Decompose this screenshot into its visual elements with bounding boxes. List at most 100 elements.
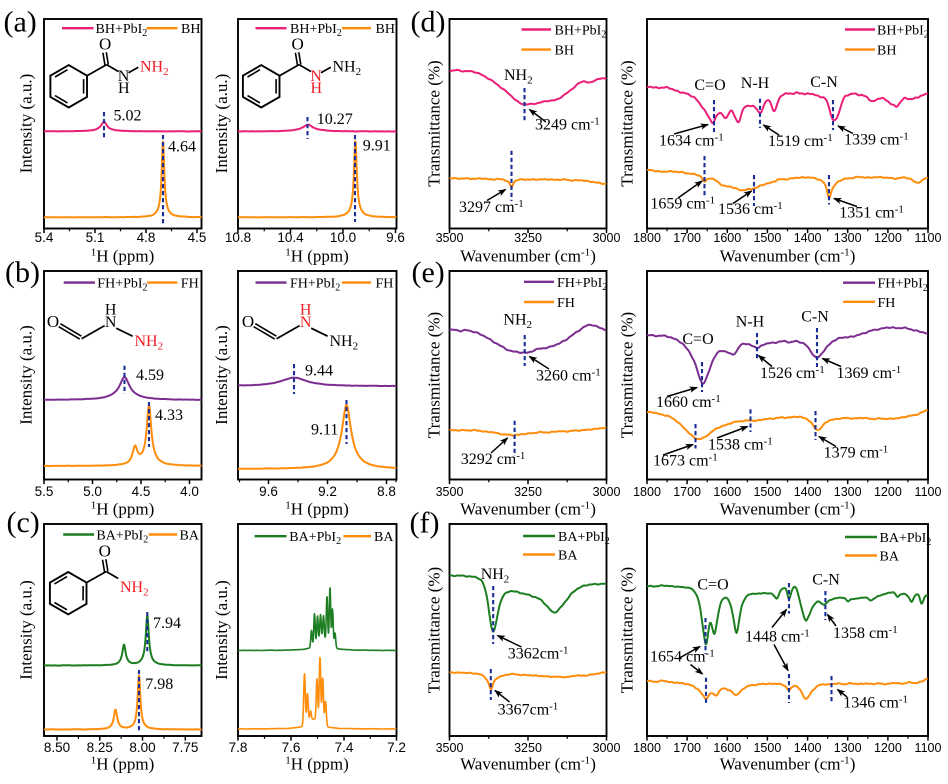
svg-text:1800: 1800 [633, 231, 661, 245]
svg-text:NH2: NH2 [481, 566, 510, 586]
svg-text:1H (ppm): 1H (ppm) [91, 754, 155, 773]
svg-text:FH: FH [878, 296, 896, 311]
svg-text:1200: 1200 [874, 485, 902, 499]
svg-text:1659 cm-1: 1659 cm-1 [650, 195, 715, 213]
svg-text:Intensity (a.u.): Intensity (a.u.) [17, 325, 36, 425]
svg-text:1700: 1700 [673, 231, 701, 245]
svg-text:10.8: 10.8 [225, 230, 251, 245]
svg-text:7.6: 7.6 [282, 740, 301, 755]
svg-text:Wavenumber (cm-1): Wavenumber (cm-1) [720, 499, 856, 518]
svg-text:H: H [300, 302, 312, 319]
svg-text:3000: 3000 [593, 485, 621, 499]
svg-text:4.0: 4.0 [180, 484, 199, 499]
svg-text:N: N [300, 314, 312, 331]
svg-text:N: N [118, 68, 130, 85]
svg-text:1800: 1800 [633, 485, 661, 499]
svg-text:N: N [310, 68, 322, 85]
svg-text:1100: 1100 [915, 741, 942, 755]
svg-text:NH2: NH2 [504, 67, 533, 87]
svg-text:Wavenumber (cm-1): Wavenumber (cm-1) [720, 754, 856, 773]
svg-text:O: O [242, 312, 254, 331]
svg-text:1200: 1200 [874, 231, 902, 245]
svg-text:BH: BH [555, 44, 574, 59]
svg-text:1700: 1700 [673, 485, 701, 499]
svg-text:H: H [118, 80, 130, 97]
svg-text:7.75: 7.75 [172, 740, 198, 755]
svg-text:8.00: 8.00 [129, 740, 155, 755]
svg-text:Intensity (a.u.): Intensity (a.u.) [17, 74, 36, 174]
svg-text:1300: 1300 [834, 231, 862, 245]
svg-text:BH+PbI2: BH+PbI2 [290, 22, 342, 39]
svg-text:3500: 3500 [436, 485, 464, 499]
svg-text:Wavenumber (cm-1): Wavenumber (cm-1) [720, 246, 856, 265]
svg-text:BA: BA [880, 550, 900, 565]
svg-text:1200: 1200 [874, 741, 902, 755]
svg-text:(d): (d) [411, 6, 446, 39]
svg-text:BA+PbI2: BA+PbI2 [96, 528, 148, 545]
svg-text:Wavenumber (cm-1): Wavenumber (cm-1) [460, 499, 596, 518]
svg-text:9.2: 9.2 [318, 484, 337, 499]
svg-text:1500: 1500 [753, 485, 781, 499]
svg-text:1526 cm-1: 1526 cm-1 [760, 364, 825, 382]
svg-text:C-N: C-N [801, 309, 829, 326]
svg-text:1700: 1700 [673, 741, 701, 755]
svg-text:1538 cm-1: 1538 cm-1 [708, 436, 773, 454]
svg-text:1300: 1300 [834, 741, 862, 755]
svg-text:9.44: 9.44 [305, 363, 333, 380]
svg-text:1339 cm-1: 1339 cm-1 [844, 131, 909, 149]
svg-text:7.8: 7.8 [229, 740, 248, 755]
svg-text:O: O [47, 312, 59, 331]
svg-text:7.94: 7.94 [153, 615, 181, 632]
svg-text:10.4: 10.4 [277, 230, 304, 245]
svg-text:C=O: C=O [697, 577, 728, 594]
svg-text:Wavenumber (cm-1): Wavenumber (cm-1) [460, 754, 596, 773]
svg-text:3297 cm-1: 3297 cm-1 [459, 198, 524, 216]
svg-text:Intensity (a.u.): Intensity (a.u.) [17, 580, 36, 680]
svg-text:9.91: 9.91 [363, 138, 391, 155]
svg-text:7.2: 7.2 [387, 740, 406, 755]
svg-text:8.50: 8.50 [44, 740, 70, 755]
svg-text:O: O [292, 35, 304, 54]
svg-text:(e): (e) [412, 256, 445, 289]
svg-text:C=O: C=O [682, 331, 713, 348]
svg-text:BA: BA [558, 549, 578, 564]
svg-text:3500: 3500 [436, 741, 464, 755]
svg-text:FH+PbI2: FH+PbI2 [97, 276, 147, 293]
svg-text:1100: 1100 [915, 485, 942, 499]
svg-text:8.25: 8.25 [87, 740, 113, 755]
svg-text:Transmittance (%): Transmittance (%) [618, 567, 637, 693]
svg-text:5.5: 5.5 [35, 484, 54, 499]
svg-text:4.5: 4.5 [132, 484, 151, 499]
svg-text:9.6: 9.6 [259, 484, 278, 499]
svg-text:1400: 1400 [794, 741, 822, 755]
svg-text:1536 cm-1: 1536 cm-1 [718, 200, 783, 218]
svg-text:NH2: NH2 [135, 333, 164, 353]
svg-text:FH: FH [557, 296, 575, 311]
svg-text:BH+PbI2: BH+PbI2 [96, 22, 148, 39]
svg-text:N-H: N-H [736, 314, 765, 331]
svg-text:3367cm-1: 3367cm-1 [498, 701, 559, 719]
svg-text:(c): (c) [7, 506, 40, 539]
svg-text:NH2: NH2 [120, 579, 149, 599]
svg-text:4.8: 4.8 [137, 230, 156, 245]
svg-text:NH2: NH2 [333, 59, 362, 79]
svg-text:Intensity (a.u.): Intensity (a.u.) [212, 325, 231, 425]
svg-text:1346 cm-1: 1346 cm-1 [843, 694, 908, 712]
svg-text:BA: BA [374, 530, 394, 545]
svg-text:1519 cm-1: 1519 cm-1 [768, 132, 833, 150]
svg-text:5.4: 5.4 [35, 230, 54, 245]
svg-text:1400: 1400 [794, 485, 822, 499]
svg-text:1800: 1800 [633, 741, 661, 755]
svg-text:1448 cm-1: 1448 cm-1 [745, 628, 810, 646]
svg-text:1351 cm-1: 1351 cm-1 [839, 204, 904, 222]
svg-text:1369 cm-1: 1369 cm-1 [837, 364, 902, 382]
svg-text:1660 cm-1: 1660 cm-1 [656, 393, 721, 411]
svg-text:1H (ppm): 1H (ppm) [91, 246, 155, 265]
svg-text:3362cm-1: 3362cm-1 [508, 645, 569, 663]
svg-text:9.6: 9.6 [386, 230, 405, 245]
svg-text:1358 cm-1: 1358 cm-1 [833, 624, 898, 642]
svg-text:BA+PbI2: BA+PbI2 [289, 530, 341, 547]
svg-text:FH: FH [376, 276, 394, 291]
svg-text:NH2: NH2 [330, 333, 359, 353]
svg-text:1379 cm-1: 1379 cm-1 [824, 444, 889, 462]
